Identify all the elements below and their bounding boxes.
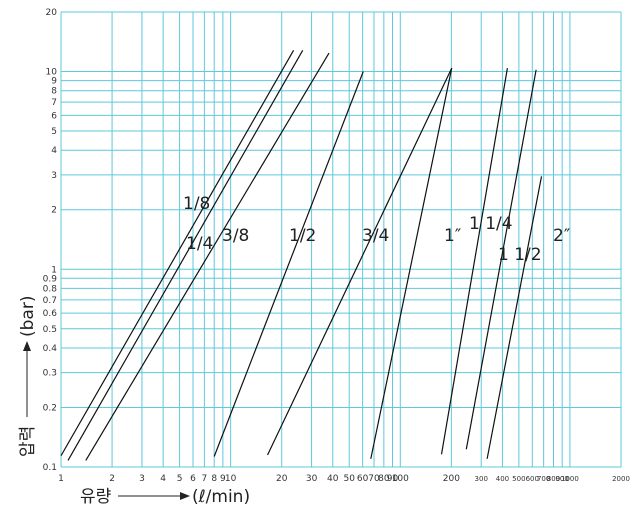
- x-tick-label: 2: [109, 474, 115, 484]
- y-tick-label: 4: [51, 146, 57, 156]
- x-tick-label: 4: [160, 474, 166, 484]
- y-tick-label: 20: [46, 8, 58, 18]
- x-axis-label: 유량: [80, 487, 112, 507]
- series-line: [60, 50, 295, 457]
- series-label: 1 1/4: [469, 214, 513, 234]
- series-line: [67, 50, 304, 461]
- series-label: 1 1/2: [498, 245, 542, 265]
- y-axis-unit: (bar): [18, 296, 38, 337]
- y-axis-arrowhead: [23, 341, 31, 351]
- series-label: 1/2: [289, 226, 316, 246]
- y-tick-label: 1: [51, 265, 57, 275]
- x-tick-label: 10: [225, 474, 237, 484]
- x-tick-label: 300: [475, 475, 488, 483]
- x-tick-label: 70: [368, 474, 380, 484]
- y-tick-label: 0.7: [43, 296, 57, 306]
- size-labels: 1/8 1/4 3/8 1/2 3/4 1″ 1 1/4 1 1/2 2″: [183, 194, 570, 265]
- x-tick-label: 400: [496, 475, 509, 483]
- series-label: 3/8: [222, 226, 249, 246]
- y-tick-label: 3: [51, 171, 57, 181]
- x-tick-label: 3: [139, 474, 145, 484]
- series-label: 3/4: [362, 226, 389, 246]
- series-line: [213, 71, 364, 457]
- y-tick-label: 6: [51, 111, 57, 121]
- x-tick-label: 6: [190, 474, 196, 484]
- x-tick-label: 50: [343, 474, 355, 484]
- y-tick-label: 8: [51, 87, 57, 97]
- series-label: 1/4: [186, 234, 213, 254]
- y-tick-label: 10: [46, 68, 58, 78]
- x-tick-label: 800: [547, 475, 560, 483]
- y-tick-label: 0.9: [43, 274, 58, 284]
- y-axis-title-group: 압력 (bar): [18, 296, 38, 457]
- x-tick-label: 200: [443, 474, 460, 484]
- series-line: [440, 68, 509, 455]
- y-tick-label: 0.6: [43, 309, 58, 319]
- x-tick-label: 700: [537, 475, 550, 483]
- y-tick-label: 7: [51, 98, 57, 108]
- x-tick-label: 1000: [561, 475, 579, 483]
- x-tick-label: 20: [276, 474, 288, 484]
- flow-curves: [60, 50, 543, 461]
- y-tick-label: 0.4: [43, 344, 58, 354]
- x-tick-label: 90: [387, 474, 399, 484]
- x-axis-unit: (ℓ/min): [192, 487, 250, 507]
- grid: [60, 11, 622, 468]
- x-tick-label: 500: [512, 475, 525, 483]
- x-tick-label: 8: [211, 474, 217, 484]
- series-line: [465, 69, 537, 450]
- x-tick-label: 600: [526, 475, 539, 483]
- series-label: 2″: [553, 226, 570, 246]
- series-line: [85, 52, 330, 461]
- series-line: [266, 67, 453, 456]
- y-tick-label: 0.1: [43, 463, 57, 473]
- x-tick-label: 7: [201, 474, 207, 484]
- x-tick-label: 9: [220, 474, 226, 484]
- x-tick-label: 60: [357, 474, 369, 484]
- series-line: [370, 68, 453, 459]
- x-tick-label: 80: [378, 474, 390, 484]
- series-label: 1/8: [183, 194, 210, 214]
- y-tick-label: 0.8: [43, 284, 58, 294]
- y-tick-label: 2: [51, 206, 57, 216]
- x-tick-label: 1: [58, 474, 64, 484]
- y-tick-label: 5: [51, 127, 57, 137]
- x-tick-label: 100: [392, 474, 409, 484]
- x-axis-arrowhead: [180, 492, 190, 500]
- y-axis-label: 압력: [18, 426, 38, 457]
- x-tick-label: 900: [555, 475, 568, 483]
- x-tick-label: 5: [177, 474, 183, 484]
- y-tick-label: 0.5: [43, 325, 57, 335]
- x-tick-label: 2000: [612, 475, 630, 483]
- x-tick-label: 40: [327, 474, 339, 484]
- x-tick-label: 30: [306, 474, 318, 484]
- series-line: [486, 176, 543, 459]
- y-tick-label: 9: [51, 77, 57, 87]
- y-tick-label: 0.3: [43, 369, 57, 379]
- series-label: 1″: [444, 226, 461, 246]
- y-tick-label: 0.2: [43, 403, 57, 413]
